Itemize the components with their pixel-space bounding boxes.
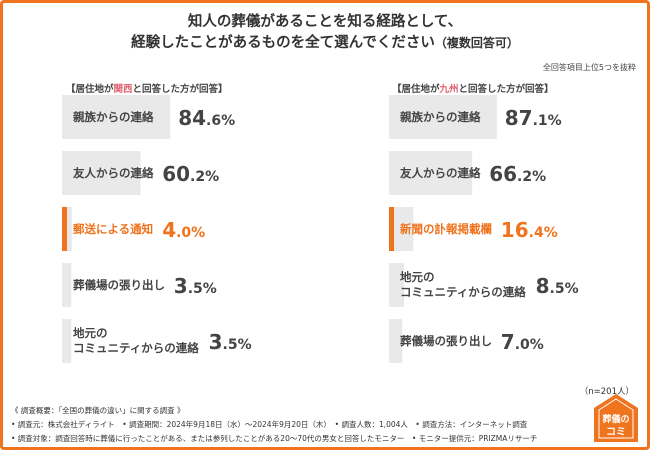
category-label-1-1: 友人からの連絡 [400,166,481,180]
bar-0-2 [67,207,72,251]
right-header-post: と回答した方が回答】 [458,84,554,95]
category-label-0-2: 郵送による通知 [73,222,153,236]
bar-marker-1-2 [389,207,394,251]
logo-text-line2: コミ [606,426,626,438]
bar-marker-0-1 [62,151,67,195]
title-paren: （複数回答可） [434,36,519,50]
category-label-0-4: 地元のコミュニティからの連絡 [73,326,199,355]
category-label-1-4: 葬儀場の張り出し [400,334,492,348]
category-label-1-0: 親族からの連絡 [400,110,481,124]
bar-marker-1-4 [389,319,394,363]
value-label-0-3: 3.5% [174,274,217,298]
category-label-0-1: 友人からの連絡 [73,166,154,180]
category-label-1-2: 新聞の訃報掲載欄 [400,222,492,236]
bar-marker-0-2 [62,207,67,251]
bar-1-0 [394,95,497,139]
value-label-1-1: 66.2% [489,162,546,186]
value-label-0-2: 4.0% [162,218,205,242]
right-header-highlight: 九州 [439,84,459,95]
left-header-highlight: 関西 [113,84,133,95]
sample-size-note: （n=201人） [579,387,634,397]
logo-inner-outline [598,398,634,439]
bar-0-3 [67,263,72,307]
bar-marker-0-3 [62,263,67,307]
value-label-0-0: 84.6% [178,106,235,130]
chart-title-line1: 知人の葬儀があることを知る経路として、 [187,14,463,30]
footer-survey-target: • 調査対象：調査回答時に葬儀に行ったことがある、または参列したことがある20〜… [11,434,538,443]
value-label-1-4: 7.0% [501,330,544,354]
bar-0-0 [67,95,171,139]
logo-text-line1: 葬儀の [602,413,629,425]
bar-marker-1-3 [389,263,394,307]
bar-marker-0-4 [62,319,67,363]
value-label-1-2: 16.4% [501,218,558,242]
bar-marker-1-0 [389,95,394,139]
right-bar-chart: 親族からの連絡 87.1% 友人からの連絡 66.2% 新聞の訃報掲載欄 16.4% 地元の… [389,95,579,363]
category-label-0-0: 親族からの連絡 [73,110,154,124]
value-label-1-3: 8.5% [536,274,579,298]
value-label-1-0: 87.1% [505,106,562,130]
bar-1-1 [394,151,473,195]
left-bar-chart: 親族からの連絡 84.6% 友人からの連絡 60.2% 郵送による通知 4.0% 葬儀場の張… [62,95,252,363]
bar-0-4 [67,319,72,363]
bar-marker-0-0 [62,95,67,139]
left-header-post: と回答した方が回答】 [132,84,228,95]
bar-1-2 [394,207,414,251]
footer-survey-title: 《 調査概要：「全国の葬儀の違い」に関する調査 》 [11,406,185,415]
value-label-0-4: 3.5% [209,330,252,354]
bar-marker-1-1 [389,151,394,195]
right-header-pre: 【居住地が [392,84,440,95]
title-main: 経験したことがあるものを全て選んでください [131,35,435,51]
left-panel-header: 【居住地が関西と回答した方が回答】 [66,81,228,95]
category-label-1-3: 地元のコミュニティからの連絡 [400,270,526,299]
right-panel-header: 【居住地が九州と回答した方が回答】 [392,81,554,95]
left-header-pre: 【居住地が [66,84,114,95]
chart-title-line2: 経験したことがあるものを全て選んでください（複数回答可） [0,33,650,53]
sougi-no-komi-logo: 葬儀の コミ [594,394,638,442]
bar-1-3 [394,263,405,307]
footer-survey-details: • 調査元：株式会社ディライト • 調査期間：2024年9月18日（水）〜202… [11,420,528,429]
category-label-0-3: 葬儀場の張り出し [73,278,165,292]
bar-0-1 [67,151,141,195]
top-note: 全回答項目上位5つを抜粋 [542,63,636,72]
value-label-0-1: 60.2% [162,162,219,186]
bar-1-4 [394,319,403,363]
